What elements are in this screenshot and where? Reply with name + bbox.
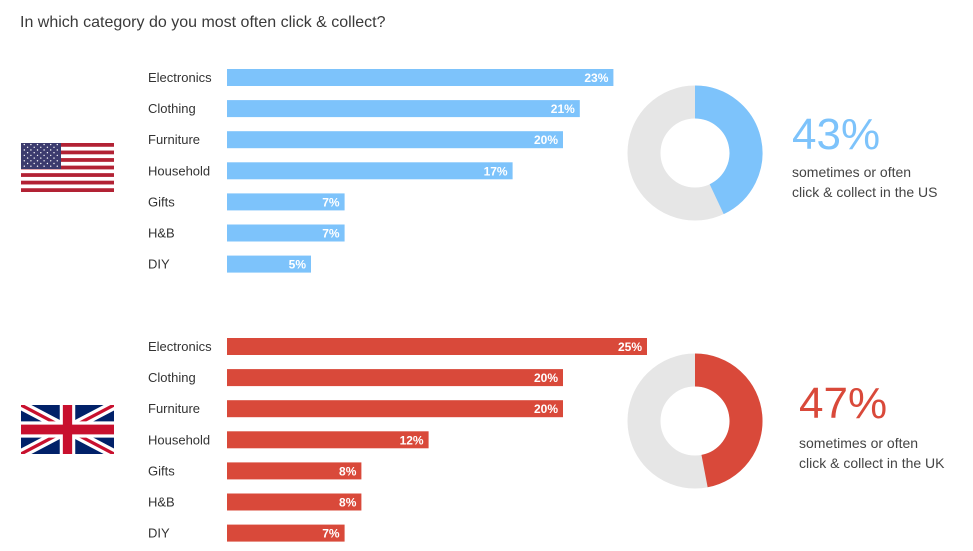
us-category-label: H&B	[148, 226, 175, 241]
us-caption: sometimes or often click & collect in th…	[792, 162, 962, 202]
us-bar	[227, 69, 614, 86]
us-bar-value-label: 5%	[289, 258, 307, 272]
uk-bar	[227, 369, 563, 387]
uk-bar-chart: Electronics 25% Clothing 20% Furniture 20% Hou…	[148, 338, 647, 542]
uk-bar	[227, 493, 362, 511]
uk-donut-chart	[627, 353, 763, 489]
uk-bar-value-label: 20%	[534, 402, 558, 416]
us-bar	[227, 100, 580, 118]
uk-headline-value: 47%	[799, 379, 888, 428]
us-bar	[227, 255, 311, 273]
us-donut-slice	[694, 85, 763, 215]
uk-caption-line1: sometimes or often	[799, 435, 919, 451]
uk-category-label: Gifts	[148, 463, 175, 478]
uk-caption: sometimes or often click & collect in th…	[799, 433, 969, 473]
uk-bar	[227, 338, 647, 355]
us-category-label: Furniture	[148, 132, 200, 147]
us-category-label: Gifts	[148, 194, 175, 209]
uk-caption-line2: click & collect in the UK	[799, 455, 945, 471]
us-bar-chart: Electronics 23% Clothing 21% Furniture 20% Hou…	[148, 69, 614, 273]
us-bar-value-label: 7%	[322, 227, 340, 241]
uk-category-label: Furniture	[148, 401, 200, 416]
uk-bar	[227, 431, 429, 449]
us-bar-value-label: 21%	[551, 102, 575, 116]
us-bar	[227, 162, 513, 180]
uk-bar-value-label: 12%	[400, 433, 424, 447]
us-bar	[227, 131, 563, 149]
uk-bar-value-label: 8%	[339, 496, 357, 510]
uk-category-label: Electronics	[148, 339, 212, 354]
uk-bar-value-label: 25%	[618, 340, 642, 354]
us-category-label: Clothing	[148, 101, 196, 116]
us-category-label: Electronics	[148, 70, 212, 85]
us-bar-value-label: 23%	[584, 71, 608, 85]
page-title: In which category do you most often clic…	[20, 14, 386, 31]
uk-category-label: Clothing	[148, 370, 196, 385]
us-bar	[227, 224, 345, 242]
uk-bar	[227, 524, 345, 542]
us-caption-line1: sometimes or often	[792, 164, 912, 180]
us-headline-value: 43%	[792, 110, 881, 159]
uk-donut-slice	[694, 353, 763, 488]
us-flag-icon	[21, 143, 114, 192]
uk-bar	[227, 400, 563, 418]
uk-bar-value-label: 7%	[322, 527, 340, 541]
uk-flag-icon	[21, 405, 114, 454]
us-bar-value-label: 17%	[484, 164, 508, 178]
us-bar-value-label: 7%	[322, 195, 340, 209]
uk-category-label: Household	[148, 432, 210, 447]
us-caption-line2: click & collect in the US	[792, 184, 938, 200]
uk-bar-value-label: 8%	[339, 464, 357, 478]
us-donut-chart	[627, 85, 763, 221]
us-category-label: DIY	[148, 257, 170, 272]
uk-bar-value-label: 20%	[534, 371, 558, 385]
uk-category-label: DIY	[148, 526, 170, 541]
us-category-label: Household	[148, 163, 210, 178]
uk-bar	[227, 462, 362, 480]
us-bar-value-label: 20%	[534, 133, 558, 147]
uk-category-label: H&B	[148, 495, 175, 510]
us-bar	[227, 193, 345, 211]
